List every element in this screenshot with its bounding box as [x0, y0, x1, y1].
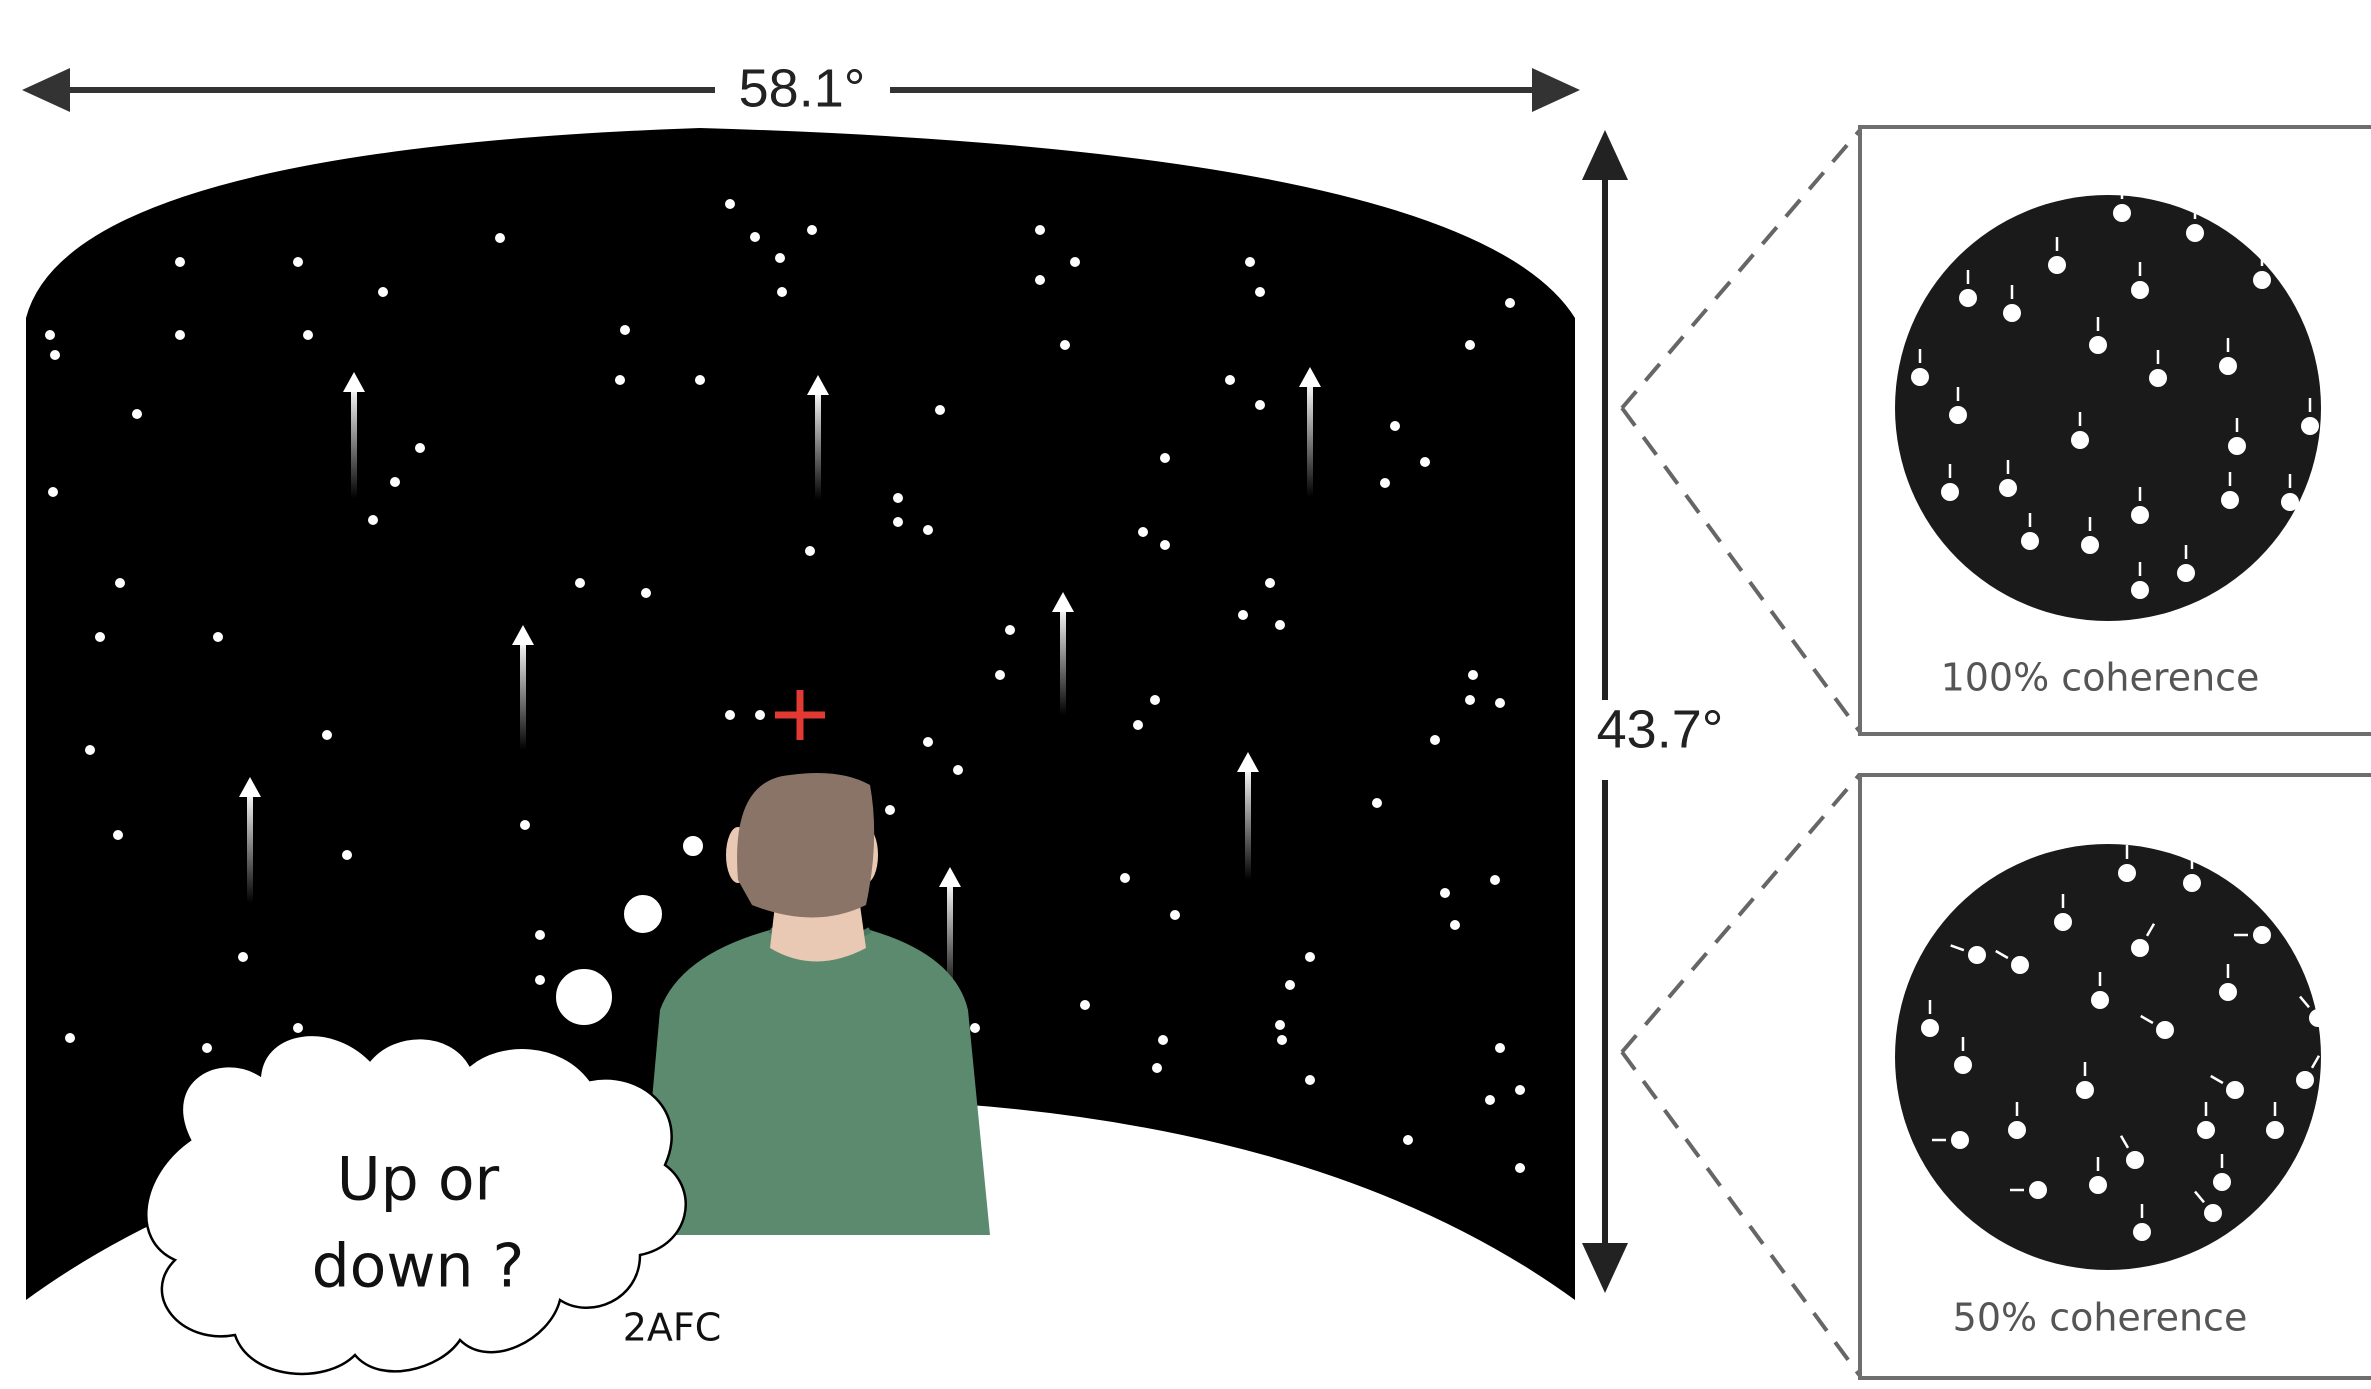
inset-caption-50: 50% coherence — [1953, 1296, 2248, 1340]
thought-line-2: down ? — [312, 1232, 525, 1302]
motion-direction-arrows — [239, 367, 1321, 995]
fixation-cross-icon — [775, 690, 825, 740]
height-angle-label: 43.7° — [1597, 699, 1724, 759]
width-dimension: 58.1° — [22, 58, 1580, 118]
task-label: 2AFC — [623, 1306, 722, 1350]
inset-dot-field-coherent — [1911, 185, 2319, 599]
inset-dot-field-mixed — [1921, 845, 2327, 1241]
inset-caption-100: 100% coherence — [1941, 656, 2260, 700]
inset-100-coherence: 100% coherence — [1858, 125, 2371, 736]
thought-line-1: Up or — [337, 1145, 500, 1215]
random-dot-field — [45, 199, 1525, 1173]
thought-bubble-icon: Up or down ? — [145, 834, 705, 1376]
width-angle-label: 58.1° — [739, 58, 866, 118]
height-dimension: 43.7° — [1582, 130, 1723, 1293]
observer-figure — [640, 772, 990, 1235]
inset-50-coherence: 50% coherence — [1858, 773, 2371, 1380]
zoom-lines — [1620, 128, 1862, 1378]
